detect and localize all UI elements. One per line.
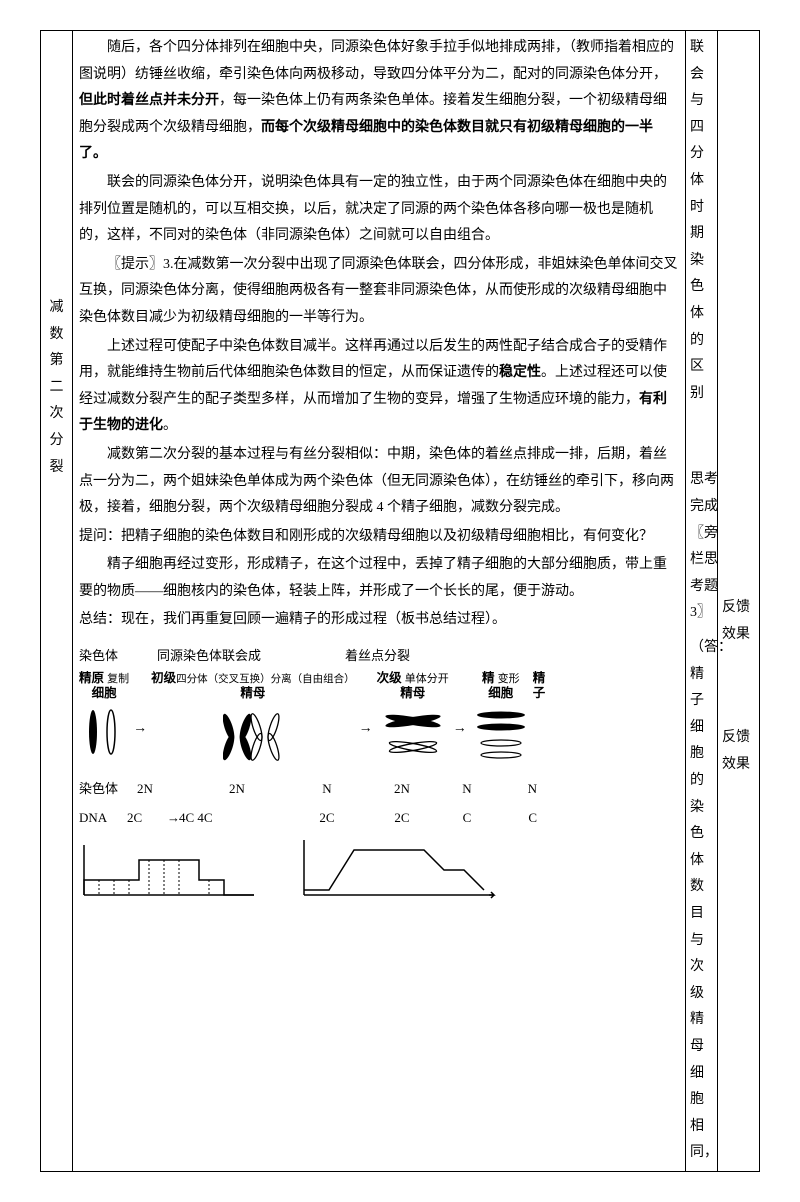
lbl-split: 着丝点分裂 <box>345 644 435 669</box>
r2-0: 2C <box>127 806 167 831</box>
s1mid: 复制 <box>107 673 129 685</box>
count-row-1: 染色体 2N 2N N 2N N N <box>79 777 679 802</box>
note-1: 联会与四分体时期染色体的区别 <box>686 31 717 211</box>
notes-column-2: 反馈效果 反馈效果 <box>718 31 760 1172</box>
para-8: 总结：现在，我们再重复回顾一遍精子的形成过程（板书总结过程）。 <box>79 607 679 634</box>
s1t1: 精原 <box>79 671 104 685</box>
para-1: 随后，各个四分体排列在细胞中央，同源染色体好象手拉手似地排成两排，（教师指着相应… <box>79 35 679 168</box>
r2-3: 2C <box>367 806 437 831</box>
stage-2: 初级四分体（交叉互换）分离（自由组合） 精母 <box>151 671 355 774</box>
feedback-1: 反馈效果 <box>718 591 759 721</box>
line-graphs <box>79 835 679 905</box>
diagram-top-labels: 染色体 同源染色体联会成 着丝点分裂 <box>79 644 679 669</box>
para-6: 提问：把精子细胞的染色体数目和刚形成的次级精母细胞以及初级精母细胞相比，有何变化… <box>79 524 679 551</box>
stage-row: 精原 复制 细胞 → 初级四分体（交叉互换）分离（自由组合） 精母 <box>79 671 679 774</box>
lesson-table: 减数第二次分裂 随后，各个四分体排列在细胞中央，同源染色体好象手拉手似地排成两排… <box>40 30 760 1172</box>
r2-1: 4C 4C <box>179 806 287 831</box>
p4e: 。 <box>163 418 177 433</box>
s5t1: 精 <box>533 671 546 685</box>
r2-4: C <box>437 806 497 831</box>
para-7: 精子细胞再经过变形，形成精子，在这个过程中，丢掉了精子细胞的大部分细胞质，带上重… <box>79 552 679 605</box>
chrom-icon-3 <box>378 707 448 763</box>
row1-h: 染色体 <box>79 777 137 802</box>
p1a: 随后，各个四分体排列在细胞中央，同源染色体好象手拉手似地排成两排，（教师指着相应… <box>79 40 674 82</box>
left-column: 减数第二次分裂 <box>41 31 73 1172</box>
para-5: 减数第二次分裂的基本过程与有丝分裂相似：中期，染色体的着丝点排成一排，后期，着丝… <box>79 442 679 522</box>
graph-2-icon <box>299 835 499 905</box>
stage-5: 精 子 <box>533 671 546 701</box>
graph-1-icon <box>79 835 259 905</box>
r1-2: N <box>287 777 367 802</box>
process-diagram: 染色体 同源染色体联会成 着丝点分裂 精原 复制 细胞 → <box>79 644 679 905</box>
note-2: 思考完成〖旁栏思考题 3〗 <box>690 467 718 627</box>
arrow-icon: → <box>357 716 375 743</box>
s3t2: 精母 <box>400 686 425 701</box>
chrom-icon-2 <box>223 707 283 767</box>
para-3: 〖提示〗3.在减数第一次分裂中出现了同源染色体联会，四分体形成，非姐妹染色单体间… <box>79 252 679 332</box>
r2-2: 2C <box>287 806 367 831</box>
feedback-2: 反馈效果 <box>718 721 759 782</box>
chrom-icon-1 <box>81 707 127 757</box>
count-row-2: DNA 2C → 4C 4C 2C 2C C C <box>79 806 679 831</box>
stage-4: 精 变形 细胞 <box>471 671 531 771</box>
s4t2: 细胞 <box>488 686 513 701</box>
row2-h: DNA <box>79 806 127 831</box>
s4t1: 精 <box>482 671 495 685</box>
note-3: （答：精子细胞的染色体数目与次级精母细胞相同， <box>686 631 717 1171</box>
arrow-icon: → <box>167 806 179 831</box>
r1-0: 2N <box>137 777 187 802</box>
p1b: 但此时着丝点并未分开 <box>79 93 219 108</box>
arrow-icon: → <box>131 716 149 743</box>
s2mid: 四分体（交叉互换）分离（自由组合） <box>176 674 355 685</box>
s3mid: 单体分开 <box>405 673 449 685</box>
s1t2: 细胞 <box>92 686 117 701</box>
p4b: 稳定性 <box>499 365 541 380</box>
s4mid: 变形 <box>498 673 520 685</box>
stage-1: 精原 复制 细胞 <box>79 671 129 763</box>
stage-3: 次级 单体分开 精母 <box>377 671 449 769</box>
r2-5: C <box>497 806 537 831</box>
lbl-chrom: 染色体 <box>79 644 139 669</box>
s5t2: 子 <box>533 686 546 701</box>
lbl-pair: 同源染色体联会成 <box>157 644 327 669</box>
r1-4: N <box>437 777 497 802</box>
r1-3: 2N <box>367 777 437 802</box>
chrom-icon-4 <box>471 707 531 765</box>
notes-column-1: 联会与四分体时期染色体的区别 思考完成〖旁栏思考题 3〗 （答：精子细胞的染色体… <box>686 31 718 1172</box>
section-label: 减数第二次分裂 <box>47 295 66 481</box>
s2t1: 初级 <box>151 671 176 685</box>
s2t2: 精母 <box>240 686 265 701</box>
para-2: 联会的同源染色体分开，说明染色体具有一定的独立性，由于两个同源染色体在细胞中央的… <box>79 170 679 250</box>
r1-5: N <box>497 777 537 802</box>
s3t1: 次级 <box>377 671 402 685</box>
r1-1: 2N <box>187 777 287 802</box>
main-content: 随后，各个四分体排列在细胞中央，同源染色体好象手拉手似地排成两排，（教师指着相应… <box>73 31 686 1172</box>
para-4: 上述过程可使配子中染色体数目减半。这样再通过以后发生的两性配子结合成合子的受精作… <box>79 334 679 440</box>
arrow-icon: → <box>451 716 469 743</box>
